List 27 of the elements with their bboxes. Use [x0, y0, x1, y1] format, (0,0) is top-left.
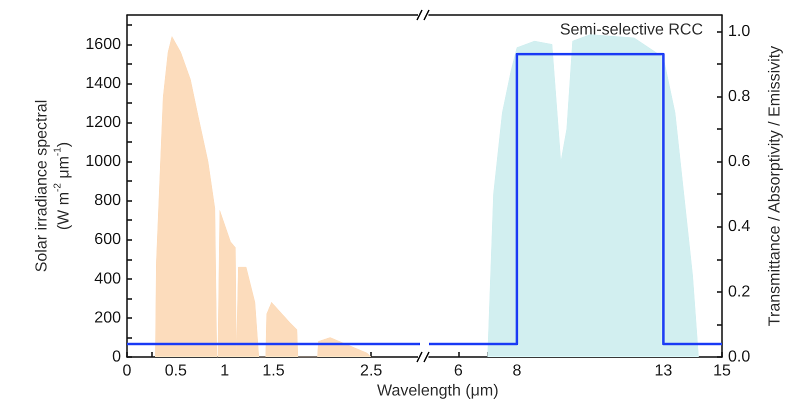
y-tick-label: 400	[94, 270, 122, 288]
y-tick-label: 1000	[85, 153, 122, 170]
x-tick-label: 1	[220, 362, 230, 380]
y2-tick-label: 0.4	[728, 218, 750, 236]
y2-tick-label: 1.0	[728, 22, 750, 40]
x-tick-label: 1.5	[262, 362, 285, 380]
x-tick-label: 15	[713, 362, 731, 380]
y-tick-label: 800	[94, 192, 122, 210]
x-axis-title: Wavelength (μm)	[377, 382, 499, 400]
y2-axis-title: Transmittance / Absorptivity / Emissivity	[766, 46, 784, 326]
x-tick-label: 0.5	[164, 362, 188, 380]
y-tick-label: 1400	[85, 74, 122, 92]
y-tick-label: 0	[112, 348, 122, 366]
y-tick-label: 1200	[85, 114, 122, 131]
y-tick-label: 600	[94, 231, 122, 248]
y2-tick-label: 0.2	[728, 283, 750, 300]
y-tick-label: 1600	[85, 36, 122, 53]
x-tick-label: 0	[122, 362, 132, 380]
series-label: Semi-selective RCC	[560, 22, 703, 38]
y2-tick-label: 0.8	[728, 88, 750, 105]
x-tick-label: 8	[512, 362, 522, 380]
x-tick-label: 6	[454, 362, 463, 380]
y-tick-label: 200	[94, 309, 122, 326]
x-tick-label: 2.5	[360, 362, 382, 380]
y2-tick-label: 0.6	[728, 153, 750, 170]
x-tick-label: 13	[654, 362, 672, 380]
y2-tick-label: 0.0	[728, 348, 750, 366]
